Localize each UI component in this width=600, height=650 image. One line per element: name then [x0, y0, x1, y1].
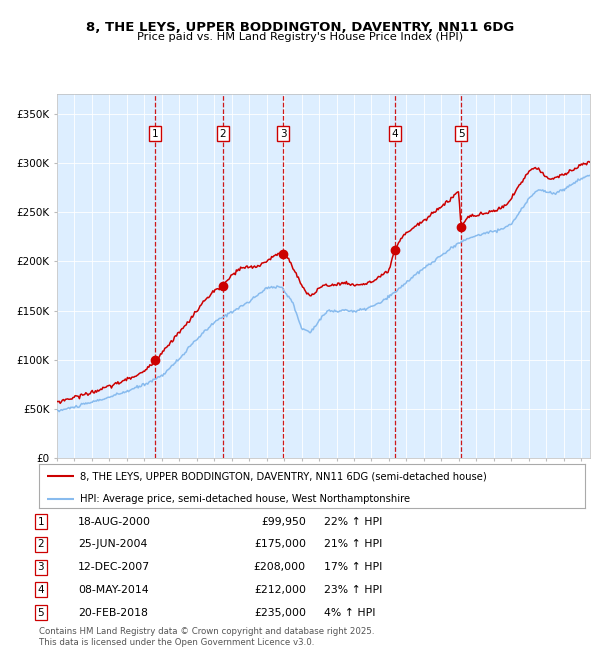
Text: 08-MAY-2014: 08-MAY-2014: [78, 585, 149, 595]
Text: 1: 1: [152, 129, 158, 138]
Text: 21% ↑ HPI: 21% ↑ HPI: [324, 540, 382, 549]
Text: Contains HM Land Registry data © Crown copyright and database right 2025.
This d: Contains HM Land Registry data © Crown c…: [39, 627, 374, 647]
Text: 4: 4: [37, 585, 44, 595]
Text: 4% ↑ HPI: 4% ↑ HPI: [324, 608, 376, 617]
Text: £235,000: £235,000: [254, 608, 306, 617]
Text: 22% ↑ HPI: 22% ↑ HPI: [324, 517, 382, 526]
Text: HPI: Average price, semi-detached house, West Northamptonshire: HPI: Average price, semi-detached house,…: [80, 493, 410, 504]
Text: Price paid vs. HM Land Registry's House Price Index (HPI): Price paid vs. HM Land Registry's House …: [137, 32, 463, 42]
Text: £212,000: £212,000: [254, 585, 306, 595]
Text: 3: 3: [37, 562, 44, 572]
Text: 4: 4: [392, 129, 398, 138]
Text: 8, THE LEYS, UPPER BODDINGTON, DAVENTRY, NN11 6DG: 8, THE LEYS, UPPER BODDINGTON, DAVENTRY,…: [86, 21, 514, 34]
Text: 25-JUN-2004: 25-JUN-2004: [78, 540, 148, 549]
Text: 1: 1: [37, 517, 44, 526]
Text: 12-DEC-2007: 12-DEC-2007: [78, 562, 150, 572]
Text: 5: 5: [458, 129, 464, 138]
Text: 18-AUG-2000: 18-AUG-2000: [78, 517, 151, 526]
Text: 5: 5: [37, 608, 44, 617]
Text: 3: 3: [280, 129, 287, 138]
Text: £175,000: £175,000: [254, 540, 306, 549]
Text: 8, THE LEYS, UPPER BODDINGTON, DAVENTRY, NN11 6DG (semi-detached house): 8, THE LEYS, UPPER BODDINGTON, DAVENTRY,…: [80, 471, 487, 482]
Text: 23% ↑ HPI: 23% ↑ HPI: [324, 585, 382, 595]
Text: £208,000: £208,000: [254, 562, 306, 572]
Text: 20-FEB-2018: 20-FEB-2018: [78, 608, 148, 617]
Text: £99,950: £99,950: [261, 517, 306, 526]
Text: 2: 2: [37, 540, 44, 549]
Text: 17% ↑ HPI: 17% ↑ HPI: [324, 562, 382, 572]
Text: 2: 2: [219, 129, 226, 138]
